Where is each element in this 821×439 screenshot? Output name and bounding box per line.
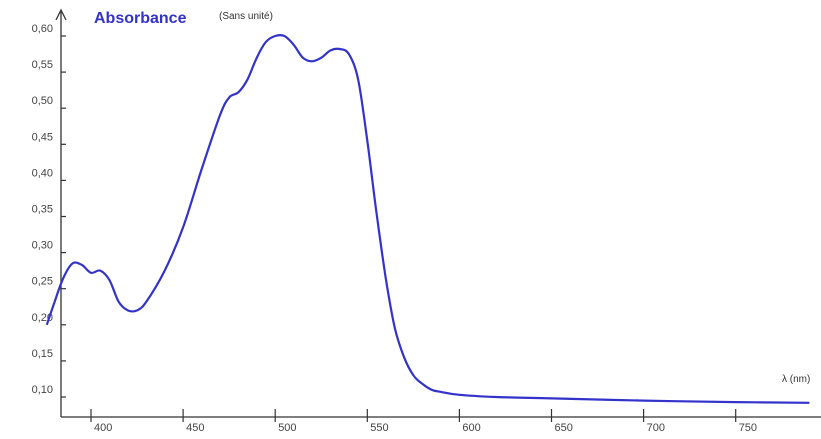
y-tick-label: 0,30 (32, 240, 53, 252)
x-tick-label: 650 (555, 422, 573, 434)
x-axis-title: λ (nm) (782, 374, 810, 385)
y-axis-title: Absorbance (94, 10, 187, 27)
x-tick-label: 550 (370, 422, 388, 434)
y-tick-label: 0,40 (32, 167, 53, 179)
y-axis: 0,100,150,200,250,300,350,400,450,500,55… (32, 8, 67, 417)
x-tick-label: 700 (647, 422, 665, 434)
y-tick-label: 0,60 (32, 23, 53, 35)
y-axis-unit: (Sans unité) (219, 11, 273, 22)
y-tick-label: 0,35 (32, 204, 53, 216)
y-tick-label: 0,25 (32, 276, 53, 288)
x-tick-label: 600 (462, 422, 480, 434)
y-tick-label: 0,15 (32, 348, 53, 360)
y-axis-arrow (55, 8, 67, 21)
y-tick-label: 0,55 (32, 59, 53, 71)
x-tick-label: 750 (739, 422, 757, 434)
x-tick-label: 500 (278, 422, 296, 434)
x-axis: 400 450 500 550 600 650 700 750 (61, 409, 821, 434)
y-tick-label: 0,45 (32, 131, 53, 143)
y-tick-label: 0,50 (32, 95, 53, 107)
x-tick-label: 450 (186, 422, 204, 434)
y-tick-label: 0,10 (32, 384, 53, 396)
x-tick-label: 400 (94, 422, 112, 434)
absorbance-series-line (45, 34, 810, 404)
